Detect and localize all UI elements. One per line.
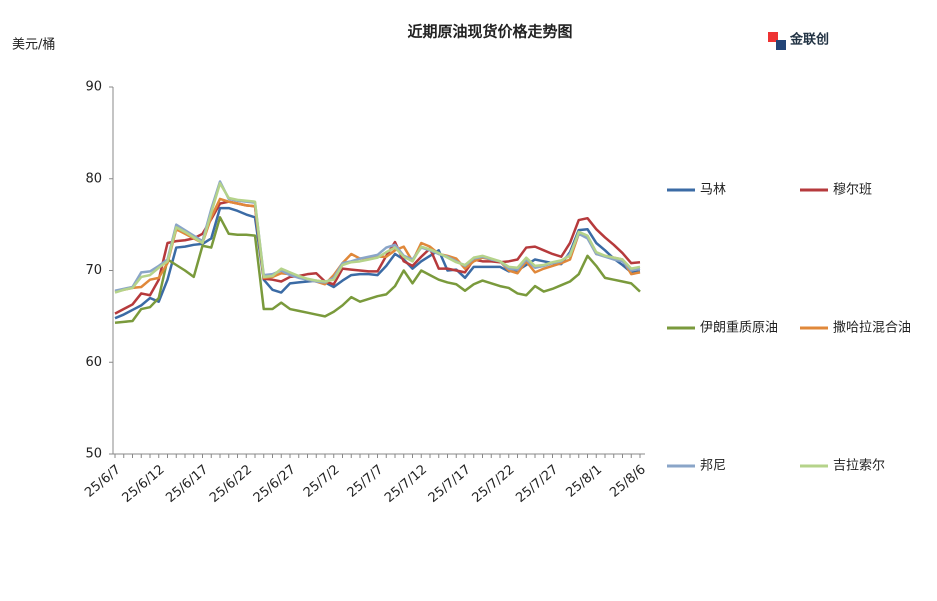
x-tick-label: 25/7/22	[470, 462, 518, 506]
x-tick-label: 25/7/2	[301, 462, 343, 500]
x-tick-label: 25/6/27	[251, 462, 299, 506]
legend-label: 撒哈拉混合油	[833, 320, 911, 336]
x-tick-label: 25/8/6	[607, 462, 649, 500]
y-axis-label: 美元/桶	[12, 38, 55, 53]
y-tick-label: 60	[85, 355, 102, 370]
series-line	[114, 200, 641, 315]
x-tick-label: 25/7/27	[513, 462, 561, 506]
y-tick-label: 50	[85, 447, 102, 462]
x-tick-label: 25/6/17	[163, 462, 211, 506]
chart-title: 近期原油现货价格走势图	[407, 23, 572, 41]
y-tick-label: 70	[85, 263, 102, 278]
x-tick-label: 25/8/1	[563, 462, 605, 500]
legend-label: 伊朗重质原油	[700, 320, 778, 336]
x-tick-label: 25/7/12	[382, 462, 430, 506]
x-tick-label: 25/6/7	[82, 462, 124, 500]
logo: 金联创	[768, 32, 829, 50]
y-tick-label: 90	[85, 80, 102, 95]
x-tick-label: 25/7/7	[345, 462, 387, 500]
legend-label: 马林	[700, 183, 726, 198]
series-line	[114, 216, 641, 325]
y-tick-label: 80	[85, 171, 102, 186]
x-tick-label: 25/6/12	[120, 462, 168, 506]
legend-label: 穆尔班	[833, 183, 872, 198]
logo-text: 金联创	[789, 32, 829, 48]
x-tick-label: 25/6/22	[207, 462, 255, 506]
legend-label: 吉拉索尔	[833, 459, 885, 474]
logo-icon	[776, 40, 786, 50]
legend-label: 邦尼	[700, 459, 726, 474]
series-line	[114, 182, 641, 294]
x-tick-label: 25/7/17	[426, 462, 474, 506]
logo-icon	[768, 32, 778, 42]
